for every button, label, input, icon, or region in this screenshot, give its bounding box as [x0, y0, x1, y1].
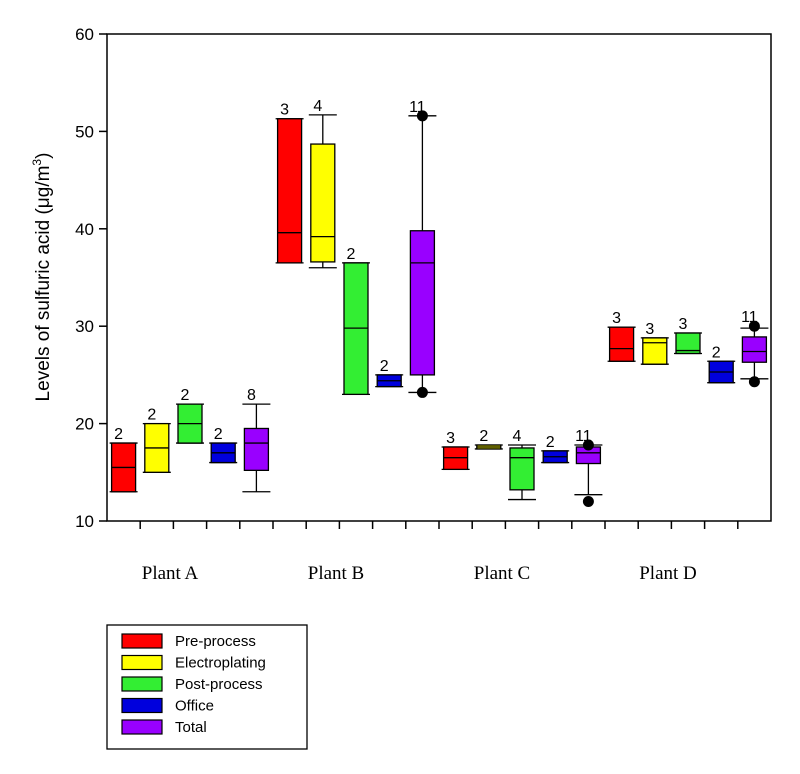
- sample-count-label: 11: [575, 428, 592, 445]
- plot-area-border: [106, 33, 772, 522]
- box-body: [409, 230, 436, 376]
- box-total-plant-a: [242, 403, 271, 493]
- box-office-plant-d: [707, 360, 736, 384]
- box-electroplating-plant-a: [142, 422, 171, 473]
- outlier-point: [416, 386, 428, 398]
- sample-count-label: 2: [114, 426, 123, 443]
- box-body: [675, 332, 701, 355]
- sample-count-label: 11: [409, 99, 426, 116]
- y-axis-title-main: Levels of sulfuric acid (μg/m: [33, 166, 54, 402]
- box-pre-process-plant-a: [109, 442, 138, 493]
- outlier-point: [582, 439, 594, 451]
- y-tick-label: 10: [75, 512, 94, 531]
- box-office-plant-b: [375, 374, 404, 388]
- box-pre-process-plant-d: [607, 326, 636, 362]
- box-post-process-plant-c: [508, 444, 536, 501]
- sample-count-label: 2: [546, 434, 555, 451]
- y-axis-title-close: ): [33, 153, 54, 159]
- box-body: [642, 337, 668, 365]
- box-body: [243, 427, 270, 472]
- sample-count-label: 4: [513, 428, 522, 445]
- legend-swatch: [121, 676, 163, 692]
- box-series: [109, 110, 769, 508]
- legend-swatch: [121, 633, 163, 649]
- box-office-plant-c: [541, 450, 570, 464]
- sample-count-label: 4: [313, 98, 322, 115]
- sample-count-label: 2: [347, 246, 356, 263]
- legend: Pre-process Electroplating Post-process Off…: [106, 624, 308, 750]
- sample-count-label: 2: [214, 426, 223, 443]
- group-label: Plant B: [308, 563, 364, 584]
- box-pre-process-plant-c: [441, 446, 470, 471]
- outlier-point: [748, 376, 760, 388]
- y-axis-ticks: 10 20 30 40 50 60: [75, 25, 107, 531]
- box-body: [276, 118, 303, 264]
- group-label: Plant C: [474, 563, 530, 584]
- legend-label: Pre-process: [175, 633, 256, 650]
- sample-count-label: 8: [247, 387, 256, 404]
- sample-count-label: 2: [181, 387, 190, 404]
- sample-count-label: 3: [679, 316, 688, 333]
- group-label: Plant A: [142, 563, 199, 584]
- outlier-point: [582, 496, 594, 508]
- group-label: Plant D: [639, 563, 697, 584]
- box-post-process-plant-d: [674, 332, 702, 355]
- y-tick-label: 60: [75, 25, 94, 44]
- box-pre-process-plant-b: [275, 118, 304, 264]
- sample-count-label: 3: [280, 102, 289, 119]
- sample-count-label: 2: [147, 407, 156, 424]
- box-electroplating-plant-c: [474, 444, 503, 450]
- y-tick-label: 50: [75, 122, 94, 141]
- box-office-plant-a: [209, 442, 238, 464]
- y-tick-label: 20: [75, 415, 94, 434]
- legend-swatch: [121, 654, 163, 671]
- sample-count-label: 3: [446, 430, 455, 447]
- box-body: [608, 326, 635, 362]
- legend-label: Office: [175, 698, 214, 715]
- group-labels: Plant A Plant B Plant C Plant D: [142, 563, 697, 584]
- sample-count-label: 2: [380, 358, 389, 375]
- y-axis-title-superscript: 3: [30, 159, 44, 166]
- outlier-point: [416, 110, 428, 122]
- outlier-point: [748, 320, 760, 332]
- sample-count-label: 11: [741, 309, 758, 326]
- box-post-process-plant-b: [342, 262, 370, 396]
- box-electroplating-plant-d: [640, 337, 669, 365]
- sample-count-label: 3: [612, 310, 621, 327]
- box-electroplating-plant-b: [308, 114, 337, 269]
- y-axis-title: Levels of sulfuric acid (μg/m3): [30, 153, 54, 402]
- box-total-plant-c: [574, 439, 603, 508]
- box-post-process-plant-a: [176, 403, 204, 444]
- sample-count-label: 2: [479, 428, 488, 445]
- box-body: [310, 143, 336, 263]
- legend-label: Post-process: [175, 676, 263, 693]
- sample-count-labels: 2 2 2 2 8 3 4 2 2 11 3 2 4 2 11 3 3 3 2 11: [114, 98, 758, 451]
- box-total-plant-b: [408, 110, 437, 398]
- box-body: [741, 336, 768, 363]
- y-tick-label: 40: [75, 220, 94, 239]
- sample-count-label: 3: [645, 321, 654, 338]
- legend-swatch: [121, 697, 163, 714]
- box-body: [509, 447, 535, 491]
- box-total-plant-d: [740, 320, 769, 388]
- legend-swatch: [121, 719, 163, 735]
- x-axis-ticks: [139, 521, 739, 529]
- legend-label: Total: [175, 719, 207, 736]
- y-tick-label: 30: [75, 317, 94, 336]
- sample-count-label: 2: [712, 344, 721, 361]
- plot-frame: [106, 33, 772, 522]
- legend-label: Electroplating: [175, 655, 266, 672]
